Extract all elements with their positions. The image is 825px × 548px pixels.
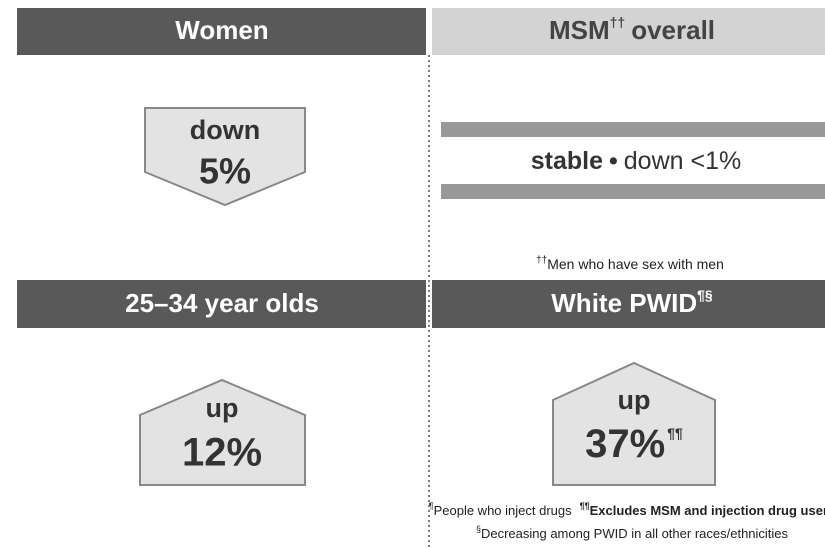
direction: down <box>190 115 260 145</box>
footnote-mark: ¶¶ <box>580 501 590 511</box>
title-mark: †† <box>610 14 626 30</box>
header-bar <box>17 8 426 55</box>
header-bar <box>17 280 426 328</box>
footnote-mark: †† <box>536 255 547 266</box>
footnote-text: Decreasing among PWID in all other races… <box>481 526 789 541</box>
footnote-text: People who inject drugs <box>434 503 573 518</box>
footnote-text: Men who have sex with men <box>547 256 724 272</box>
panel-title: MSM†† overall <box>549 14 715 45</box>
change: down <1% <box>624 147 741 175</box>
separator: • <box>609 147 618 175</box>
footnote: ††Men who have sex with men <box>536 255 724 272</box>
status: stable • down <1% <box>531 147 741 175</box>
panel-title: White PWID¶§ <box>551 287 713 318</box>
change: 37% ¶¶ <box>585 422 683 466</box>
title-text: overall <box>631 15 715 45</box>
down-arrow <box>144 107 306 207</box>
change: 12% <box>182 431 262 475</box>
status-text: stable <box>531 147 603 175</box>
panel-title: Women <box>175 15 268 45</box>
stable-bar <box>441 184 825 199</box>
footnote: §Decreasing among PWID in all other race… <box>476 524 789 541</box>
footnote: ¶People who inject drugs ¶¶Excludes MSM a… <box>429 501 825 518</box>
up-arrow <box>552 361 716 486</box>
change-mark: ¶¶ <box>667 425 683 441</box>
footnote-mark: ¶ <box>429 501 434 511</box>
header-bar <box>432 280 825 328</box>
change-text: 37% <box>585 422 665 466</box>
panel-title: 25–34 year olds <box>125 288 319 318</box>
direction: up <box>206 393 239 423</box>
up-arrow <box>139 378 306 486</box>
title-text: MSM <box>549 15 610 45</box>
title-mark: ¶§ <box>697 287 713 303</box>
direction: up <box>618 385 651 415</box>
change: 5% <box>199 151 251 192</box>
footnote-mark: § <box>476 524 481 534</box>
header-bar <box>432 8 825 55</box>
title-text: White PWID <box>551 288 697 318</box>
stable-bar <box>441 122 825 137</box>
footnote-text: Excludes MSM and injection drug users <box>590 503 825 518</box>
